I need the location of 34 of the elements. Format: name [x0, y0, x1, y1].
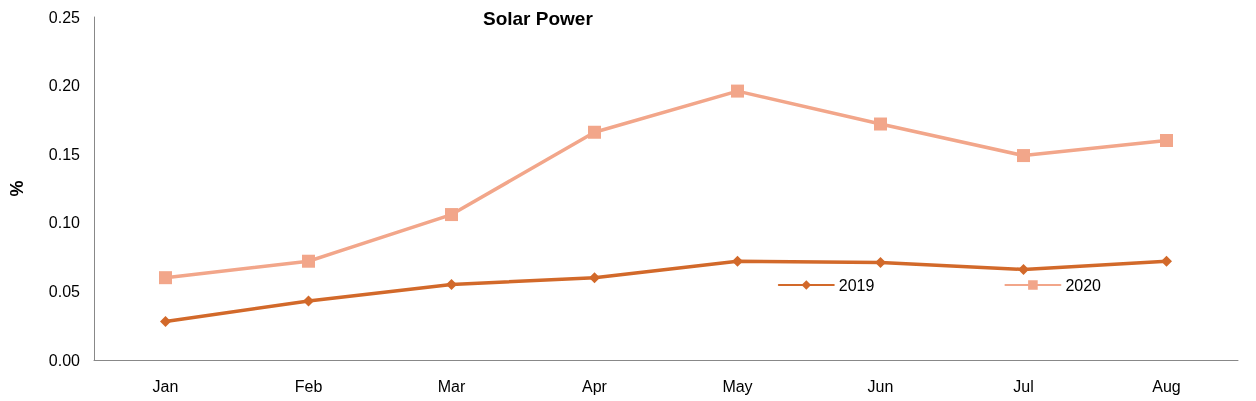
legend-label: 2020 [1065, 276, 1102, 294]
point [1018, 263, 1029, 275]
point [303, 295, 314, 307]
x-tick-label: Mar [437, 377, 466, 395]
x-tick-label: Jul [1013, 377, 1034, 395]
x-tick-label: May [722, 377, 753, 395]
y-tick-label: 0.00 [48, 351, 81, 369]
y-tick-label: 0.20 [48, 77, 81, 95]
point [1160, 133, 1173, 147]
point [302, 254, 315, 268]
y-tick-label: 0.05 [48, 282, 81, 300]
x-tick-label: Apr [582, 377, 608, 395]
y-axis-title: % [7, 180, 27, 197]
point [589, 272, 600, 284]
point [875, 257, 886, 269]
point [1161, 255, 1172, 267]
point [160, 316, 171, 328]
y-tick-label: 0.15 [48, 145, 81, 163]
legend-label: 2019 [838, 276, 875, 294]
y-tick-label: 0.10 [48, 214, 81, 232]
chart-title: Solar Power [483, 8, 594, 29]
x-tick-label: Jan [152, 377, 179, 395]
point [732, 255, 743, 267]
point [159, 271, 172, 285]
x-tick-label: Jun [867, 377, 894, 395]
point [445, 208, 458, 222]
y-tick-label: 0.25 [48, 8, 81, 26]
point [1017, 149, 1030, 163]
point [588, 125, 601, 139]
point [731, 84, 744, 98]
x-tick-label: Feb [294, 377, 323, 395]
point [874, 117, 887, 131]
point [446, 279, 457, 291]
x-tick-label: Aug [1152, 377, 1181, 395]
